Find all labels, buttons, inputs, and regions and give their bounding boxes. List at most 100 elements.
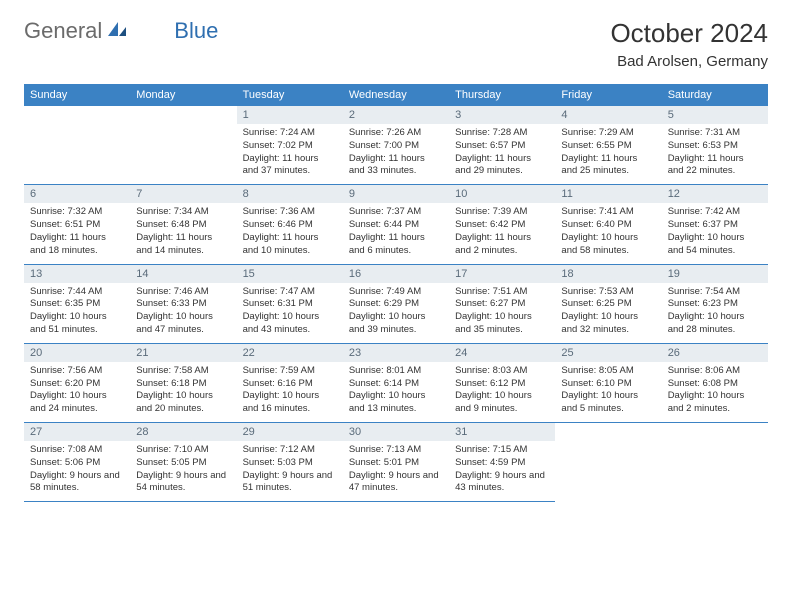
day-body: Sunrise: 8:03 AMSunset: 6:12 PMDaylight:… bbox=[449, 362, 555, 422]
logo: General Blue bbox=[24, 18, 218, 44]
day-number: 31 bbox=[449, 423, 555, 441]
day-number: 4 bbox=[555, 106, 661, 124]
calendar-cell: 5Sunrise: 7:31 AMSunset: 6:53 PMDaylight… bbox=[662, 106, 768, 185]
day-number: 19 bbox=[662, 265, 768, 283]
calendar-cell: 9Sunrise: 7:37 AMSunset: 6:44 PMDaylight… bbox=[343, 185, 449, 264]
day-body: Sunrise: 7:12 AMSunset: 5:03 PMDaylight:… bbox=[237, 441, 343, 501]
calendar-cell: 20Sunrise: 7:56 AMSunset: 6:20 PMDayligh… bbox=[24, 343, 130, 422]
calendar-cell: 8Sunrise: 7:36 AMSunset: 6:46 PMDaylight… bbox=[237, 185, 343, 264]
logo-word1: General bbox=[24, 18, 102, 44]
day-body: Sunrise: 7:56 AMSunset: 6:20 PMDaylight:… bbox=[24, 362, 130, 422]
day-number: 10 bbox=[449, 185, 555, 203]
calendar-row: 20Sunrise: 7:56 AMSunset: 6:20 PMDayligh… bbox=[24, 343, 768, 422]
day-body: Sunrise: 7:15 AMSunset: 4:59 PMDaylight:… bbox=[449, 441, 555, 501]
day-body-empty bbox=[555, 441, 661, 499]
weekday-header: Friday bbox=[555, 84, 661, 106]
calendar-cell: 24Sunrise: 8:03 AMSunset: 6:12 PMDayligh… bbox=[449, 343, 555, 422]
calendar-cell: 14Sunrise: 7:46 AMSunset: 6:33 PMDayligh… bbox=[130, 264, 236, 343]
day-number: 7 bbox=[130, 185, 236, 203]
calendar-row: 27Sunrise: 7:08 AMSunset: 5:06 PMDayligh… bbox=[24, 423, 768, 502]
day-number: 2 bbox=[343, 106, 449, 124]
calendar-body: 1Sunrise: 7:24 AMSunset: 7:02 PMDaylight… bbox=[24, 106, 768, 502]
calendar-cell: 21Sunrise: 7:58 AMSunset: 6:18 PMDayligh… bbox=[130, 343, 236, 422]
day-body: Sunrise: 7:31 AMSunset: 6:53 PMDaylight:… bbox=[662, 124, 768, 184]
day-body: Sunrise: 7:32 AMSunset: 6:51 PMDaylight:… bbox=[24, 203, 130, 263]
sail-icon bbox=[106, 20, 128, 43]
day-body-empty bbox=[662, 441, 768, 499]
day-number: 29 bbox=[237, 423, 343, 441]
day-body: Sunrise: 7:59 AMSunset: 6:16 PMDaylight:… bbox=[237, 362, 343, 422]
day-number: 15 bbox=[237, 265, 343, 283]
day-number: 9 bbox=[343, 185, 449, 203]
calendar-cell: 16Sunrise: 7:49 AMSunset: 6:29 PMDayligh… bbox=[343, 264, 449, 343]
day-body-empty bbox=[130, 124, 236, 182]
calendar-cell: 19Sunrise: 7:54 AMSunset: 6:23 PMDayligh… bbox=[662, 264, 768, 343]
day-number: 25 bbox=[555, 344, 661, 362]
day-number: 11 bbox=[555, 185, 661, 203]
day-body: Sunrise: 7:53 AMSunset: 6:25 PMDaylight:… bbox=[555, 283, 661, 343]
day-number: 27 bbox=[24, 423, 130, 441]
day-number: 24 bbox=[449, 344, 555, 362]
day-number: 6 bbox=[24, 185, 130, 203]
calendar-cell: 30Sunrise: 7:13 AMSunset: 5:01 PMDayligh… bbox=[343, 423, 449, 502]
calendar-cell: 29Sunrise: 7:12 AMSunset: 5:03 PMDayligh… bbox=[237, 423, 343, 502]
calendar-cell: 1Sunrise: 7:24 AMSunset: 7:02 PMDaylight… bbox=[237, 106, 343, 185]
calendar-cell: 10Sunrise: 7:39 AMSunset: 6:42 PMDayligh… bbox=[449, 185, 555, 264]
day-body: Sunrise: 7:41 AMSunset: 6:40 PMDaylight:… bbox=[555, 203, 661, 263]
day-body: Sunrise: 7:29 AMSunset: 6:55 PMDaylight:… bbox=[555, 124, 661, 184]
day-body: Sunrise: 7:49 AMSunset: 6:29 PMDaylight:… bbox=[343, 283, 449, 343]
calendar-cell: 2Sunrise: 7:26 AMSunset: 7:00 PMDaylight… bbox=[343, 106, 449, 185]
day-number: 13 bbox=[24, 265, 130, 283]
day-body: Sunrise: 7:28 AMSunset: 6:57 PMDaylight:… bbox=[449, 124, 555, 184]
calendar-cell: 15Sunrise: 7:47 AMSunset: 6:31 PMDayligh… bbox=[237, 264, 343, 343]
calendar-cell: 11Sunrise: 7:41 AMSunset: 6:40 PMDayligh… bbox=[555, 185, 661, 264]
day-number: 1 bbox=[237, 106, 343, 124]
day-body: Sunrise: 7:39 AMSunset: 6:42 PMDaylight:… bbox=[449, 203, 555, 263]
day-body: Sunrise: 7:08 AMSunset: 5:06 PMDaylight:… bbox=[24, 441, 130, 501]
day-number: 16 bbox=[343, 265, 449, 283]
calendar-table: SundayMondayTuesdayWednesdayThursdayFrid… bbox=[24, 84, 768, 502]
day-number: 20 bbox=[24, 344, 130, 362]
calendar-cell bbox=[662, 423, 768, 502]
calendar-cell: 6Sunrise: 7:32 AMSunset: 6:51 PMDaylight… bbox=[24, 185, 130, 264]
weekday-header: Thursday bbox=[449, 84, 555, 106]
calendar-cell: 13Sunrise: 7:44 AMSunset: 6:35 PMDayligh… bbox=[24, 264, 130, 343]
day-number: 28 bbox=[130, 423, 236, 441]
day-body: Sunrise: 8:05 AMSunset: 6:10 PMDaylight:… bbox=[555, 362, 661, 422]
calendar-cell bbox=[24, 106, 130, 185]
calendar-cell: 22Sunrise: 7:59 AMSunset: 6:16 PMDayligh… bbox=[237, 343, 343, 422]
title-block: October 2024 Bad Arolsen, Germany bbox=[610, 18, 768, 70]
day-number: 23 bbox=[343, 344, 449, 362]
calendar-cell bbox=[130, 106, 236, 185]
calendar-row: 6Sunrise: 7:32 AMSunset: 6:51 PMDaylight… bbox=[24, 185, 768, 264]
day-body: Sunrise: 7:10 AMSunset: 5:05 PMDaylight:… bbox=[130, 441, 236, 501]
day-body: Sunrise: 7:54 AMSunset: 6:23 PMDaylight:… bbox=[662, 283, 768, 343]
logo-word2: Blue bbox=[174, 18, 218, 44]
weekday-header: Tuesday bbox=[237, 84, 343, 106]
day-body: Sunrise: 7:26 AMSunset: 7:00 PMDaylight:… bbox=[343, 124, 449, 184]
day-body: Sunrise: 7:42 AMSunset: 6:37 PMDaylight:… bbox=[662, 203, 768, 263]
weekday-header: Saturday bbox=[662, 84, 768, 106]
calendar-row: 13Sunrise: 7:44 AMSunset: 6:35 PMDayligh… bbox=[24, 264, 768, 343]
month-title: October 2024 bbox=[610, 18, 768, 49]
calendar-cell: 26Sunrise: 8:06 AMSunset: 6:08 PMDayligh… bbox=[662, 343, 768, 422]
weekday-header-row: SundayMondayTuesdayWednesdayThursdayFrid… bbox=[24, 84, 768, 106]
calendar-cell: 28Sunrise: 7:10 AMSunset: 5:05 PMDayligh… bbox=[130, 423, 236, 502]
day-body: Sunrise: 7:44 AMSunset: 6:35 PMDaylight:… bbox=[24, 283, 130, 343]
day-body-empty bbox=[24, 124, 130, 182]
day-body: Sunrise: 7:37 AMSunset: 6:44 PMDaylight:… bbox=[343, 203, 449, 263]
day-body: Sunrise: 7:34 AMSunset: 6:48 PMDaylight:… bbox=[130, 203, 236, 263]
calendar-cell bbox=[555, 423, 661, 502]
day-body: Sunrise: 7:36 AMSunset: 6:46 PMDaylight:… bbox=[237, 203, 343, 263]
location: Bad Arolsen, Germany bbox=[610, 53, 768, 70]
calendar-cell: 12Sunrise: 7:42 AMSunset: 6:37 PMDayligh… bbox=[662, 185, 768, 264]
calendar-cell: 31Sunrise: 7:15 AMSunset: 4:59 PMDayligh… bbox=[449, 423, 555, 502]
day-number-empty bbox=[662, 423, 768, 441]
calendar-cell: 7Sunrise: 7:34 AMSunset: 6:48 PMDaylight… bbox=[130, 185, 236, 264]
header: General Blue October 2024 Bad Arolsen, G… bbox=[24, 18, 768, 70]
weekday-header: Sunday bbox=[24, 84, 130, 106]
weekday-header: Wednesday bbox=[343, 84, 449, 106]
day-body: Sunrise: 7:47 AMSunset: 6:31 PMDaylight:… bbox=[237, 283, 343, 343]
day-number: 30 bbox=[343, 423, 449, 441]
day-number: 18 bbox=[555, 265, 661, 283]
